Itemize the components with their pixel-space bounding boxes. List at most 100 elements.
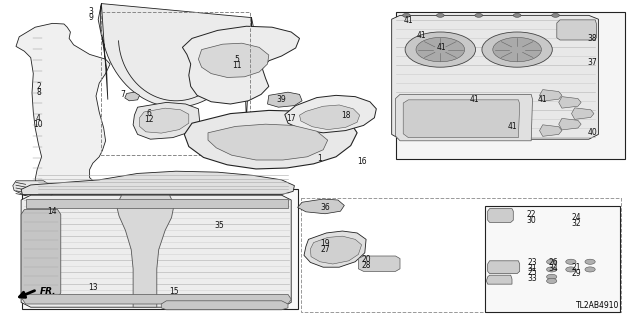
- Text: 41: 41: [470, 95, 480, 104]
- Polygon shape: [304, 231, 366, 267]
- Circle shape: [513, 13, 521, 17]
- Polygon shape: [486, 275, 512, 284]
- Polygon shape: [557, 20, 596, 40]
- Text: 5: 5: [234, 55, 239, 64]
- Polygon shape: [572, 108, 594, 119]
- Polygon shape: [161, 301, 288, 310]
- Circle shape: [482, 32, 552, 67]
- Text: 20: 20: [361, 255, 371, 264]
- Text: TL2AB4910: TL2AB4910: [576, 301, 620, 310]
- Text: 19: 19: [320, 239, 330, 248]
- Text: 41: 41: [436, 44, 447, 52]
- Bar: [22, 189, 298, 309]
- Circle shape: [214, 58, 224, 63]
- Text: 29: 29: [571, 269, 581, 278]
- Circle shape: [552, 13, 559, 17]
- Text: 26: 26: [548, 258, 559, 267]
- Text: 40: 40: [587, 128, 597, 137]
- Polygon shape: [358, 256, 400, 271]
- Text: 9: 9: [88, 13, 93, 22]
- Text: 31: 31: [527, 264, 538, 273]
- Circle shape: [566, 259, 576, 264]
- Circle shape: [585, 267, 595, 272]
- Polygon shape: [116, 195, 174, 307]
- Polygon shape: [16, 23, 110, 194]
- Circle shape: [230, 54, 241, 60]
- Polygon shape: [298, 199, 344, 214]
- Circle shape: [493, 37, 541, 62]
- Text: 24: 24: [571, 213, 581, 222]
- Polygon shape: [21, 171, 294, 195]
- Polygon shape: [540, 125, 562, 136]
- Circle shape: [222, 69, 232, 75]
- Polygon shape: [540, 90, 562, 101]
- Text: 3: 3: [88, 7, 93, 16]
- Polygon shape: [488, 261, 520, 274]
- Circle shape: [566, 267, 576, 272]
- Text: 36: 36: [320, 203, 330, 212]
- Text: 27: 27: [320, 245, 330, 254]
- Circle shape: [239, 67, 250, 72]
- Circle shape: [547, 274, 557, 279]
- Text: 37: 37: [587, 58, 597, 67]
- Text: 17: 17: [286, 114, 296, 123]
- Circle shape: [475, 13, 483, 17]
- Text: 18: 18: [341, 111, 350, 120]
- Text: 41: 41: [507, 122, 517, 131]
- Polygon shape: [198, 43, 269, 77]
- Polygon shape: [488, 209, 513, 222]
- Circle shape: [405, 32, 476, 67]
- Text: 30: 30: [526, 216, 536, 225]
- Polygon shape: [208, 124, 328, 160]
- Polygon shape: [268, 92, 302, 107]
- Text: 32: 32: [571, 220, 581, 228]
- Circle shape: [436, 13, 444, 17]
- Circle shape: [416, 37, 465, 62]
- Text: 7: 7: [120, 90, 125, 99]
- Polygon shape: [300, 105, 360, 130]
- Text: 8: 8: [36, 88, 41, 97]
- Polygon shape: [22, 294, 291, 304]
- Text: 10: 10: [33, 120, 44, 129]
- Text: 28: 28: [362, 261, 371, 270]
- Text: 34: 34: [548, 264, 559, 273]
- Text: 12: 12: [144, 116, 153, 124]
- Polygon shape: [21, 210, 61, 298]
- Text: 22: 22: [527, 210, 536, 219]
- Text: 41: 41: [538, 95, 548, 104]
- Polygon shape: [125, 92, 140, 101]
- Text: 1: 1: [317, 154, 323, 163]
- Polygon shape: [403, 100, 520, 138]
- Text: 16: 16: [356, 157, 367, 166]
- Text: FR.: FR.: [40, 287, 56, 296]
- Text: 23: 23: [527, 258, 538, 267]
- Circle shape: [585, 259, 595, 264]
- Bar: [301, 198, 621, 312]
- Text: 13: 13: [88, 284, 98, 292]
- Text: 11: 11: [232, 61, 241, 70]
- Text: 2: 2: [36, 82, 41, 91]
- Polygon shape: [559, 118, 581, 130]
- Polygon shape: [13, 181, 54, 198]
- Bar: [101, 12, 250, 155]
- Text: 41: 41: [416, 31, 426, 40]
- Circle shape: [547, 259, 557, 264]
- Circle shape: [403, 13, 410, 17]
- Circle shape: [246, 60, 256, 65]
- Text: 4: 4: [36, 114, 41, 123]
- Text: 21: 21: [572, 263, 580, 272]
- Polygon shape: [285, 95, 376, 133]
- Polygon shape: [396, 94, 532, 141]
- Text: 39: 39: [276, 95, 287, 104]
- Polygon shape: [26, 199, 288, 208]
- Polygon shape: [182, 26, 300, 104]
- Bar: [485, 206, 620, 312]
- Text: 15: 15: [169, 287, 179, 296]
- Polygon shape: [559, 97, 581, 108]
- Text: 6: 6: [146, 109, 151, 118]
- Text: 33: 33: [527, 274, 538, 283]
- Text: 35: 35: [214, 221, 224, 230]
- Text: 41: 41: [403, 16, 413, 25]
- Polygon shape: [310, 236, 362, 264]
- Bar: [396, 12, 625, 159]
